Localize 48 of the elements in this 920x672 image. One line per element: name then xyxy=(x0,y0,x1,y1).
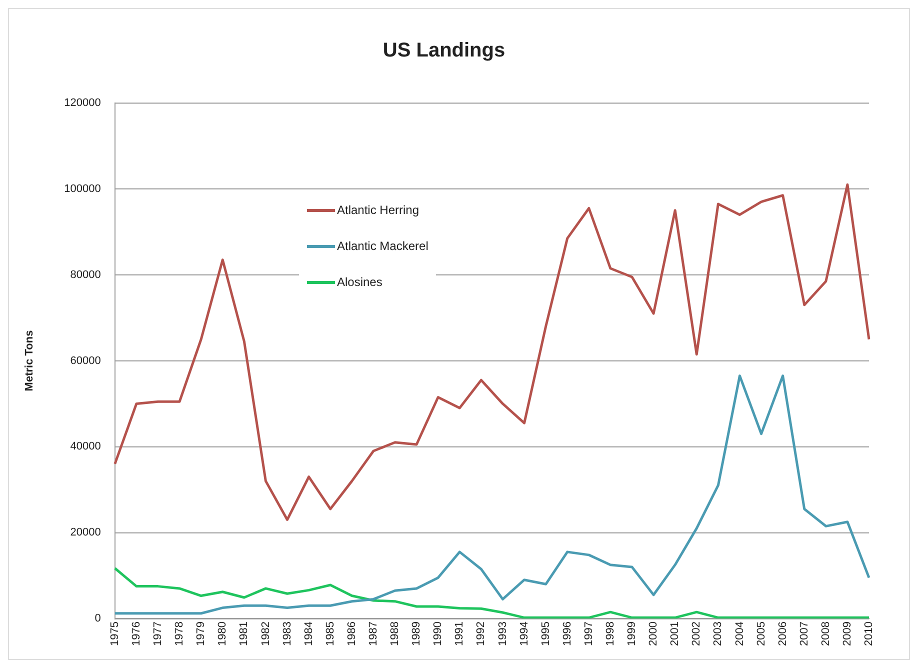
x-tick-label: 2008 xyxy=(820,622,832,646)
legend-label: Alosines xyxy=(337,275,382,289)
x-tick-label: 2002 xyxy=(690,622,703,646)
x-tick-label: 1992 xyxy=(475,622,488,646)
x-tick-label: 1989 xyxy=(410,622,423,646)
legend-label: Atlantic Mackerel xyxy=(337,239,428,253)
x-tick-label: 2009 xyxy=(841,622,854,646)
x-tick-label: 1985 xyxy=(324,622,336,646)
x-tick-label: 1981 xyxy=(238,622,250,646)
x-tick-label: 1980 xyxy=(216,622,229,646)
x-tick-label: 1997 xyxy=(582,622,595,646)
x-tick-label: 1988 xyxy=(389,622,402,646)
x-tick-label: 2007 xyxy=(798,622,810,646)
legend-label: Atlantic Herring xyxy=(337,203,420,217)
x-tick-label: 2005 xyxy=(755,622,768,646)
y-tick-label: 80000 xyxy=(70,268,101,281)
x-tick-label: 1994 xyxy=(518,622,530,646)
y-tick-label: 0 xyxy=(94,612,101,625)
x-tick-label: 1991 xyxy=(454,622,466,646)
x-tick-label: 1979 xyxy=(195,622,208,646)
x-tick-label: 2003 xyxy=(712,622,724,646)
chart-title: US Landings xyxy=(382,40,506,62)
y-tick-label: 120000 xyxy=(64,97,101,110)
x-tick-label: 1998 xyxy=(604,622,616,646)
x-tick-label: 1987 xyxy=(367,622,380,646)
x-tick-label: 2000 xyxy=(648,622,660,646)
y-tick-label: 40000 xyxy=(70,440,101,453)
x-tick-label: 1993 xyxy=(496,622,509,646)
x-tick-label: 1984 xyxy=(302,622,315,646)
x-tick-label: 1999 xyxy=(626,622,638,646)
x-tick-label: 1977 xyxy=(152,622,164,646)
y-tick-label: 20000 xyxy=(70,526,101,539)
x-tick-label: 1976 xyxy=(130,622,142,646)
x-tick-label: 1978 xyxy=(174,622,186,646)
x-tick-label: 1995 xyxy=(540,622,552,646)
x-tick-label: 2004 xyxy=(734,622,746,646)
x-tick-label: 2006 xyxy=(776,622,789,646)
x-tick-label: 1986 xyxy=(346,622,358,646)
x-tick-label: 1996 xyxy=(561,622,574,646)
y-tick-label: 100000 xyxy=(64,182,101,195)
x-tick-label: 2001 xyxy=(669,622,682,646)
x-tick-label: 1975 xyxy=(108,622,121,646)
x-tick-label: 1982 xyxy=(260,622,272,646)
x-tick-label: 1990 xyxy=(432,622,444,646)
y-axis-title: Metric Tons xyxy=(24,330,36,392)
y-tick-label: 60000 xyxy=(70,354,101,367)
x-tick-label: 2010 xyxy=(863,622,876,646)
x-tick-label: 1983 xyxy=(281,622,294,646)
